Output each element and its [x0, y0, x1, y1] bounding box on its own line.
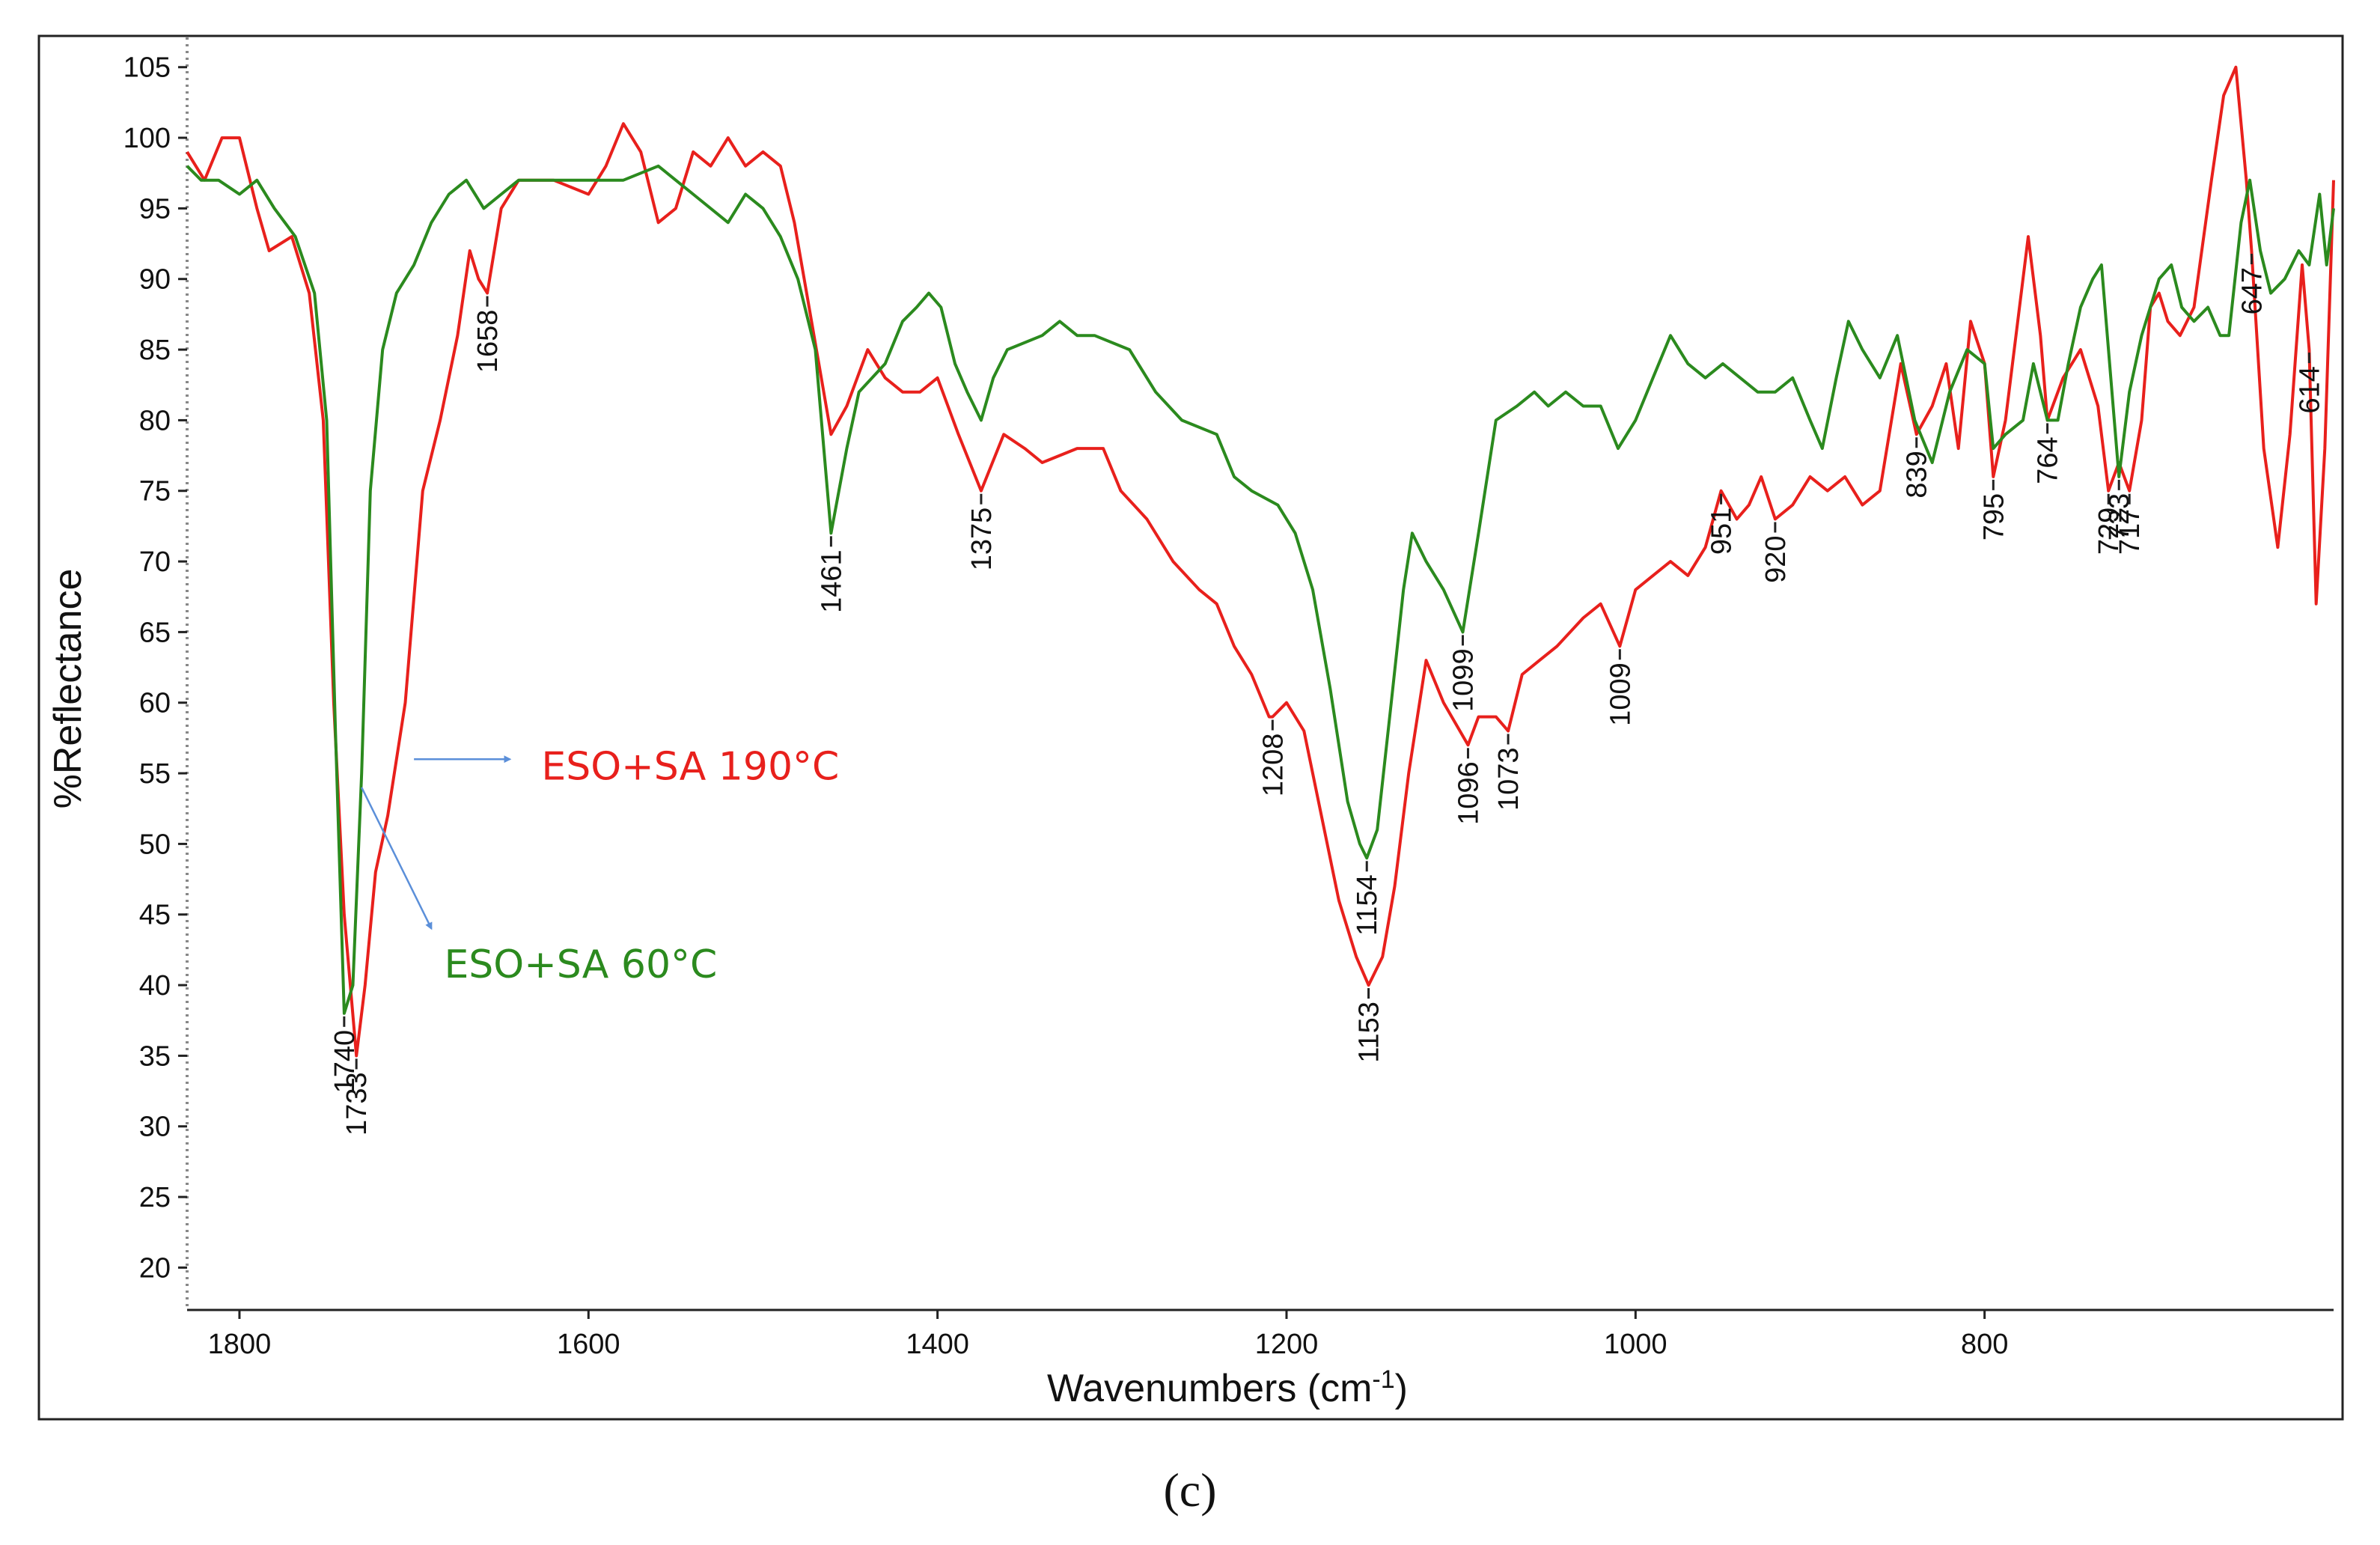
y-tick-label: 85 — [139, 335, 171, 366]
peak-label: 1153 — [1354, 1002, 1385, 1063]
x-axis: 1800 1600 1400 1200 1000 800 — [187, 1308, 2334, 1360]
y-tick-label: 35 — [139, 1040, 171, 1072]
y-axis: 20 25 30 35 40 45 50 55 60 65 70 75 80 85 90 95 100 105 — [123, 52, 187, 1284]
y-tick-label: 100 — [123, 123, 171, 154]
legend-label: ESO+SA 60°C — [444, 942, 717, 987]
peak-label: 795 — [1978, 493, 2010, 540]
y-tick-label: 70 — [139, 546, 171, 578]
peak-label: 951 — [1706, 508, 1738, 555]
peak-label: 614 — [2294, 366, 2325, 413]
y-tick-label: 45 — [139, 900, 171, 931]
y-tick-label: 25 — [139, 1182, 171, 1213]
y-tick-label: 60 — [139, 688, 171, 719]
x-axis-title: Wavenumbers (cm-1) — [1047, 1365, 1408, 1410]
x-tick-label: 1800 — [208, 1329, 272, 1360]
y-tick-label: 95 — [139, 193, 171, 225]
y-axis-title: %Reflectance — [46, 569, 90, 809]
peak-label: 1375 — [966, 508, 998, 571]
peak-label: 1073 — [1493, 747, 1525, 811]
y-tick-label: 30 — [139, 1112, 171, 1143]
peak-label: 1009 — [1605, 662, 1636, 726]
y-tick-label: 105 — [123, 52, 171, 84]
peak-label: 764 — [2033, 436, 2064, 484]
y-tick-label: 75 — [139, 476, 171, 508]
y-tick-label: 50 — [139, 829, 171, 860]
y-tick-label: 40 — [139, 970, 171, 1002]
peak-annotations: 1740173316581461137512081154115310991096… — [329, 254, 2325, 1136]
panel-label: (c) — [1163, 1463, 1216, 1517]
peak-label: 1099 — [1447, 648, 1479, 712]
y-tick-label: 80 — [139, 405, 171, 436]
peak-label: 1154 — [1352, 874, 1383, 936]
legend-label: ESO+SA 190°C — [541, 745, 839, 790]
series-line-0 — [186, 65, 2335, 1058]
plot-frame — [37, 34, 2344, 1421]
y-tick-label: 20 — [139, 1252, 171, 1284]
peak-label: 1208 — [1257, 734, 1289, 797]
x-tick-label: 1400 — [906, 1329, 969, 1360]
legend-arrow — [361, 787, 433, 930]
series-line-1 — [186, 164, 2335, 1015]
peak-label: 729 — [2093, 508, 2125, 555]
peak-label: 717 — [2114, 508, 2146, 555]
peak-label: 1733 — [341, 1072, 373, 1136]
y-tick-label: 90 — [139, 264, 171, 296]
x-tick-label: 1600 — [557, 1329, 620, 1360]
x-tick-label: 1200 — [1255, 1329, 1319, 1360]
peak-label: 839 — [1902, 451, 1933, 498]
peak-label: 1461 — [816, 549, 847, 613]
y-tick-label: 65 — [139, 617, 171, 648]
y-tick-label: 55 — [139, 758, 171, 790]
series-layer — [186, 65, 2335, 1058]
peak-label: 920 — [1760, 535, 1792, 582]
x-axis-title-close: ) — [1395, 1367, 1408, 1410]
peak-label: 1658 — [472, 310, 504, 374]
x-axis-title-superscript: -1 — [1372, 1365, 1394, 1394]
legend: ESO+SA 190°C ESO+SA 60°C — [361, 745, 839, 987]
peak-label: 1096 — [1453, 761, 1484, 825]
x-tick-label: 1000 — [1604, 1329, 1667, 1360]
x-tick-label: 800 — [1961, 1329, 2008, 1360]
peak-label: 647 — [2236, 267, 2268, 314]
x-axis-title-main: Wavenumbers (cm — [1047, 1367, 1372, 1410]
